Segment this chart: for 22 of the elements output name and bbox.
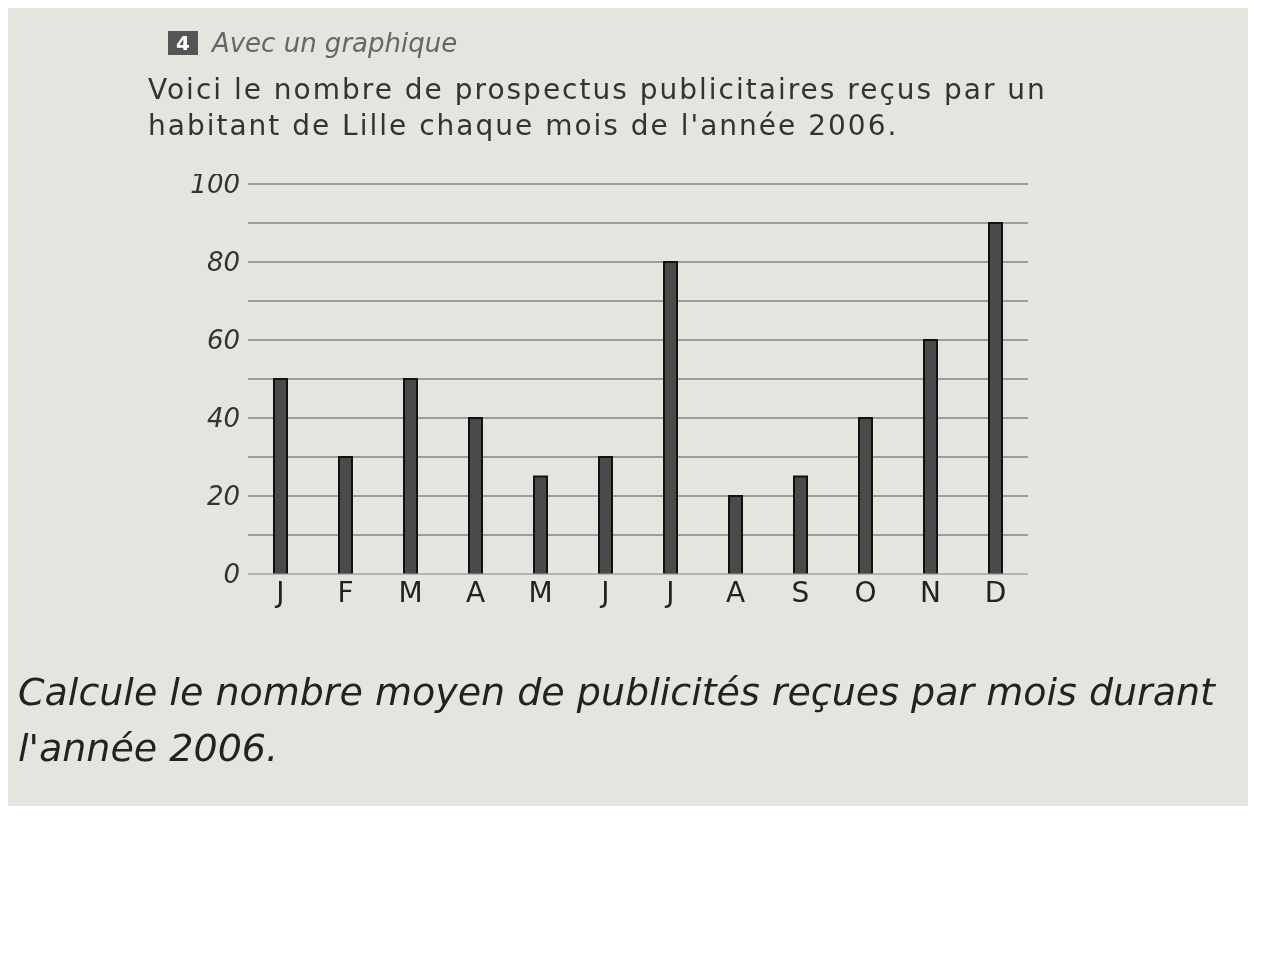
x-tick-label: J: [599, 575, 610, 609]
x-tick-label: N: [920, 575, 941, 609]
chart-subtitle: Voici le nombre de prospectus publicitaires reçus par un habitant de Lille chaque mois de l'année 2006.: [148, 72, 1048, 144]
text: 4: [168, 31, 198, 55]
x-tick-label: A: [465, 575, 486, 609]
x-tick-label: O: [854, 575, 877, 609]
y-tick-label: 80: [206, 247, 240, 278]
x-tick-label: M: [398, 575, 423, 609]
x-tick-label: A: [725, 575, 746, 609]
y-tick-label: 60: [206, 325, 240, 356]
x-tick-label: D: [984, 575, 1007, 609]
y-tick-label: 40: [206, 403, 240, 434]
y-tick-label: 100: [190, 169, 240, 200]
y-tick-label: 0: [223, 559, 240, 590]
text: Calcule le nombre moyen de publicités reçues par mois durant l'année 2006.: [18, 669, 1217, 772]
x-tick-label: F: [337, 575, 354, 609]
y-tick-label: 20: [206, 481, 240, 512]
chart-title: Avec un graphique: [211, 28, 458, 58]
x-tick-label: S: [791, 575, 810, 609]
x-tick-label: J: [274, 575, 285, 609]
x-tick-label: J: [664, 575, 675, 609]
x-tick-label: M: [528, 575, 553, 609]
